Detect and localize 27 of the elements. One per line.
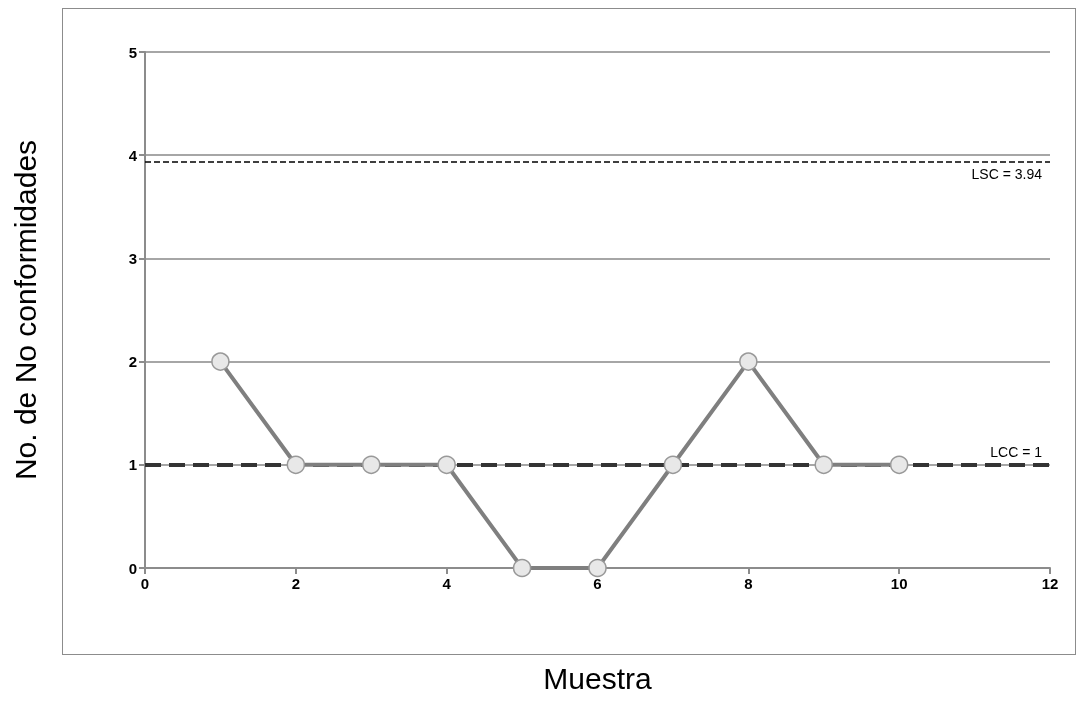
y-tick-label: 4 [128,146,138,164]
y-tick-label: 2 [128,353,137,371]
x-tick-label: 4 [442,575,452,592]
x-tick-label: 12 [1041,575,1059,592]
y-tick-label: 3 [128,249,137,267]
y-tick-label: 1 [128,456,137,474]
point [663,455,683,475]
y-tick-label: 0 [128,559,137,577]
point [588,558,607,578]
ref-line-label: LSC = 3.94 [971,166,1043,183]
y-tick-label: 5 [128,43,137,61]
point [814,455,833,475]
ref-line-label: LCC = 1 [990,443,1043,460]
x-axis-title: Muestra [543,661,652,695]
point [739,352,758,371]
point [437,455,456,475]
x-tick-label: 10 [890,575,908,592]
point [362,455,381,475]
x-tick-label: 0 [140,575,150,592]
point [512,558,532,578]
point [286,455,306,475]
x-tick-label: 8 [744,575,753,592]
point [211,352,230,371]
x-tick-label: 2 [291,575,301,592]
x-tick-label: 6 [593,575,602,592]
y-axis-title: No. de No conformidades [8,139,42,481]
point [889,455,909,475]
